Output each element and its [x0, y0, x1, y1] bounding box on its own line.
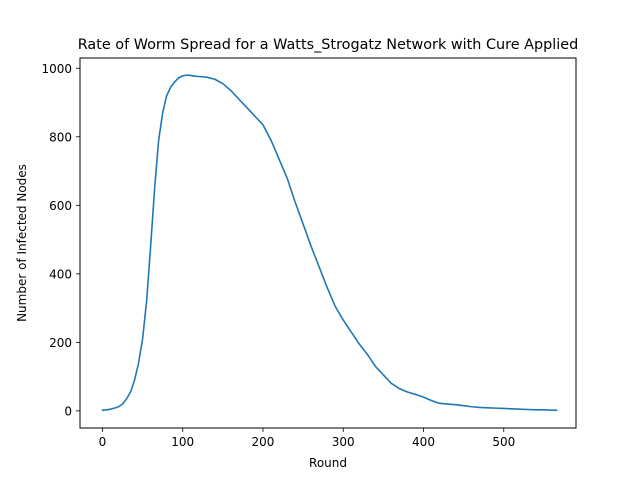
- y-tick-label: 0: [64, 404, 72, 418]
- y-tick-label: 600: [49, 199, 72, 213]
- x-tick-label: 0: [99, 435, 107, 449]
- y-tick-label: 400: [49, 267, 72, 281]
- x-tick-label: 500: [492, 435, 515, 449]
- x-tick-label: 400: [412, 435, 435, 449]
- series-line-0: [101, 74, 558, 411]
- chart-title: Rate of Worm Spread for a Watts_Strogatz…: [78, 37, 579, 53]
- x-tick-label: 200: [252, 435, 275, 449]
- y-axis-label: Number of Infected Nodes: [15, 164, 29, 322]
- x-axis-label: Round: [309, 456, 347, 470]
- y-tick-label: 800: [49, 130, 72, 144]
- x-tick-label: 300: [332, 435, 355, 449]
- x-tick-label: 100: [171, 435, 194, 449]
- x-axis: 0 100 200 300 400 500: [99, 428, 515, 449]
- plot-frame: [79, 57, 577, 429]
- series-layer: [101, 74, 558, 411]
- y-tick-label: 1000: [41, 62, 72, 76]
- plot-area: [80, 58, 576, 428]
- y-tick-label: 200: [49, 336, 72, 350]
- y-axis: 0 200 400 600 800 1000: [41, 62, 80, 418]
